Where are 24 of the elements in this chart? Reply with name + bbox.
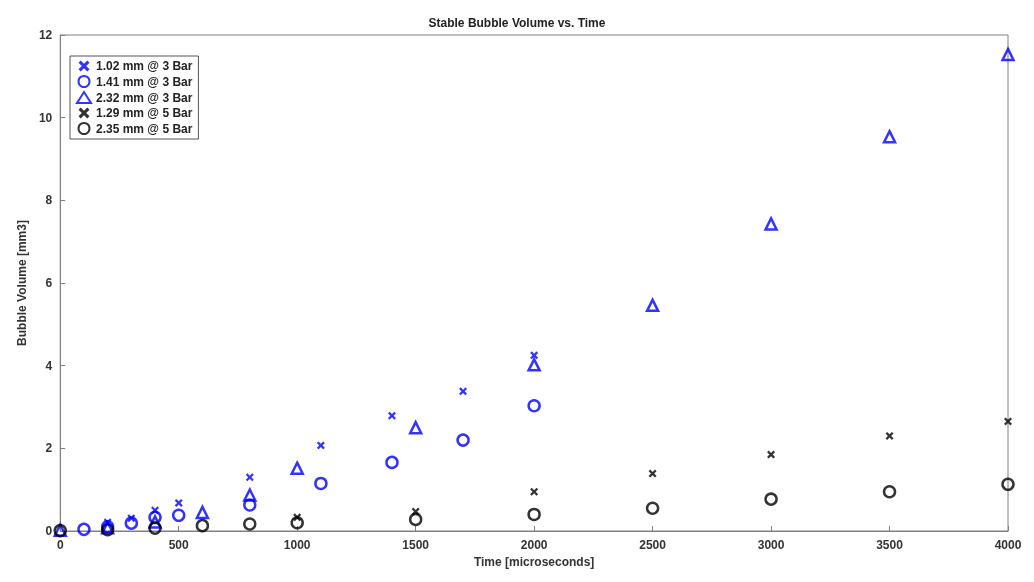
legend-label: 2.35 mm @ 5 Bar: [96, 121, 193, 136]
x-tick-label: 500: [168, 538, 190, 552]
x-axis-title: Time [microseconds]: [473, 554, 595, 569]
x-tick-label: 2000: [520, 538, 548, 552]
legend-label: 1.02 mm @ 3 Bar: [96, 59, 193, 73]
y-tick-label: 4: [45, 358, 53, 373]
x-tick-label: 1500: [402, 538, 430, 552]
legend-label: 2.32 mm @ 3 Bar: [96, 90, 193, 105]
y-tick-label: 0: [45, 524, 53, 538]
y-tick-label: 6: [45, 276, 53, 290]
y-tick-label: 2: [45, 441, 53, 456]
y-tick-label: 10: [38, 110, 53, 125]
x-tick-label: 1000: [283, 538, 311, 552]
y-tick-label: 12: [38, 28, 53, 42]
y-axis-title: Bubble Volume [mm3]: [15, 220, 29, 346]
x-tick-label: 3500: [876, 538, 904, 552]
x-tick-label: 2500: [639, 538, 667, 552]
legend-label: 1.29 mm @ 5 Bar: [96, 106, 193, 120]
x-tick-label: 0: [56, 538, 64, 552]
legend-label: 1.41 mm @ 3 Bar: [96, 74, 193, 89]
x-tick-label: 3000: [757, 538, 785, 552]
x-tick-label: 4000: [994, 538, 1022, 552]
y-tick-label: 8: [45, 193, 53, 208]
chart-title: Stable Bubble Volume vs. Time: [428, 16, 606, 30]
